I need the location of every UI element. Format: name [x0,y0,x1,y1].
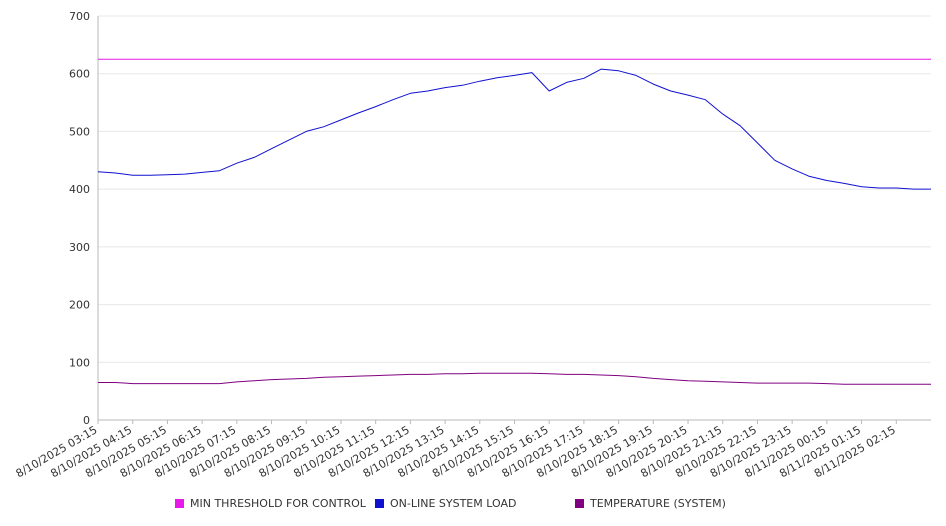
series-system-load-line [97,68,931,190]
legend-swatch-min-threshold [175,499,184,508]
legend-item-system-load[interactable]: ON-LINE SYSTEM LOAD [375,497,516,510]
legend-item-min-threshold[interactable]: MIN THRESHOLD FOR CONTROL [175,497,366,510]
legend-swatch-system-load [375,499,384,508]
y-tick-label: 0 [83,414,90,427]
legend-label-system-load: ON-LINE SYSTEM LOAD [390,497,517,510]
series-temperature-line [98,372,931,385]
axes [97,16,931,421]
y-tick-label: 700 [69,10,90,23]
legend-swatch-temperature [575,499,584,508]
legend-label-temperature: TEMPERATURE (SYSTEM) [590,497,726,510]
legend-item-temperature[interactable]: TEMPERATURE (SYSTEM) [575,497,726,510]
y-tick-labels: 0 100 200 300 400 500 600 700 [69,10,90,427]
y-tick-label: 400 [69,183,90,196]
legend: MIN THRESHOLD FOR CONTROL ON-LINE SYSTEM… [0,497,946,515]
legend-label-min-threshold: MIN THRESHOLD FOR CONTROL [190,497,366,510]
y-tick-label: 300 [69,241,90,254]
y-tick-label: 200 [69,299,90,312]
y-tick-label: 600 [69,68,90,81]
x-tick-labels: 8/10/2025 03:158/10/2025 04:158/10/2025 … [14,420,898,480]
y-tick-label: 100 [69,356,90,369]
series-lines [97,58,931,385]
gridlines [98,15,931,363]
y-tick-label: 500 [69,125,90,138]
